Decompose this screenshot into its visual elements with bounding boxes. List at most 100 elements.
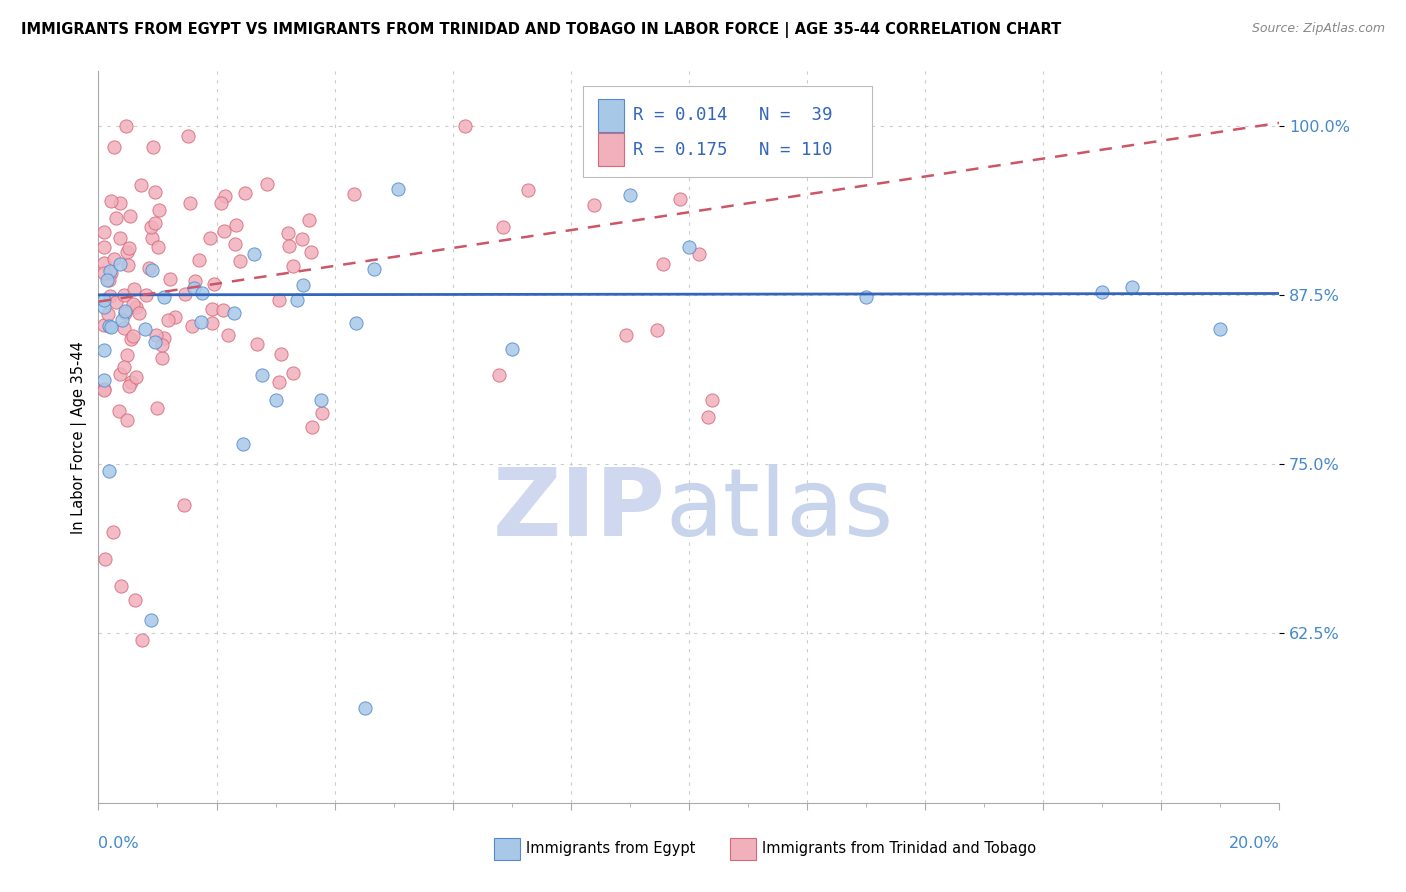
Point [343,186,366,201]
Point [100,320,122,334]
Point [298,213,321,227]
Point [120,210,142,224]
FancyBboxPatch shape [582,86,872,178]
Point [108,195,131,210]
Point [212,303,235,318]
Point [311,406,333,420]
Point [93,343,115,357]
Point [117,258,139,272]
Text: R = 0.014   N =  39: R = 0.014 N = 39 [634,106,832,124]
Point [214,189,236,203]
Point [150,351,173,365]
Point [277,226,299,240]
Point [201,316,224,330]
Point [93,256,115,270]
Point [583,197,606,211]
Point [112,320,135,334]
Point [148,202,170,217]
Text: Source: ZipAtlas.com: Source: ZipAtlas.com [1251,22,1385,36]
Point [139,220,162,235]
Point [187,253,209,268]
Point [96,273,118,287]
Point [143,216,166,230]
Point [285,293,308,308]
Point [122,296,145,310]
Point [517,183,540,197]
Point [94,552,117,566]
Point [1121,280,1143,294]
Point [700,392,723,407]
Point [145,328,167,343]
Point [148,240,170,254]
Point [235,186,257,201]
Point [246,336,269,351]
Point [270,347,292,361]
Point [190,315,212,329]
Point [142,140,165,154]
Point [115,245,138,260]
Point [124,592,146,607]
Point [291,232,314,246]
Point [110,579,132,593]
Point [281,366,304,380]
Text: R = 0.175   N = 110: R = 0.175 N = 110 [634,141,832,159]
Point [110,231,132,245]
Point [93,373,115,387]
Point [344,316,367,330]
Text: 0.0%: 0.0% [98,836,139,851]
Point [283,259,305,273]
Point [122,282,145,296]
Point [200,230,222,244]
Point [143,335,166,350]
Point [93,382,115,396]
Point [180,319,202,334]
Point [855,290,877,304]
Point [108,404,131,418]
Point [114,119,136,133]
Point [138,260,160,275]
Point [98,264,121,278]
Text: Immigrants from Trinidad and Tobago: Immigrants from Trinidad and Tobago [762,841,1036,856]
Point [387,181,409,195]
Point [100,194,122,209]
Point [93,226,115,240]
Point [97,307,120,321]
Point [492,220,515,235]
Point [141,231,163,245]
Point [668,192,690,206]
Bar [494,838,520,860]
Point [229,254,252,268]
Point [266,392,288,407]
Point [454,119,477,133]
Point [150,337,173,351]
Point [224,236,246,251]
Point [104,211,127,225]
Point [93,267,115,281]
Point [103,139,125,153]
Point [103,524,125,539]
Y-axis label: In Labor Force | Age 35-44: In Labor Force | Age 35-44 [72,341,87,533]
Point [243,246,266,260]
Point [122,329,145,343]
Point [108,258,131,272]
Point [1209,322,1232,336]
Point [501,343,523,357]
Point [100,266,122,280]
Point [115,348,138,362]
Point [128,306,150,320]
Point [614,327,637,342]
Point [269,375,291,389]
Point [217,328,239,343]
Point [179,196,201,211]
Point [256,177,278,191]
Text: atlas: atlas [665,464,894,557]
Text: ZIP: ZIP [492,464,665,557]
Point [103,252,125,266]
Text: Immigrants from Egypt: Immigrants from Egypt [526,841,696,856]
Point [354,701,377,715]
Point [114,303,136,318]
Point [120,375,142,389]
Point [129,178,152,192]
Point [299,245,322,260]
Point [93,293,115,307]
